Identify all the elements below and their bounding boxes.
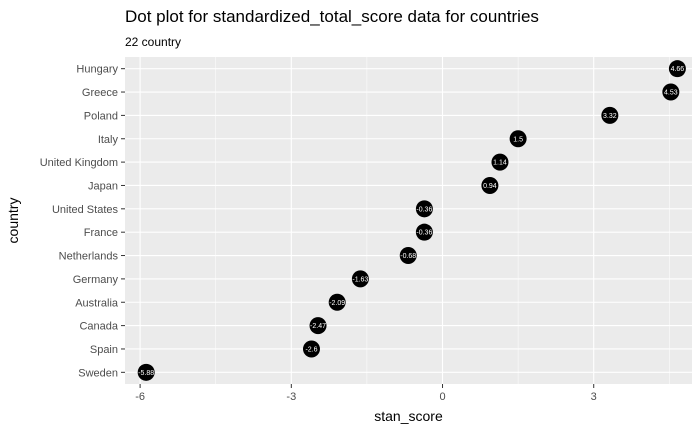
dot-marker: [668, 60, 686, 78]
dot-marker: [137, 363, 155, 381]
data-point: 3.32: [601, 106, 619, 124]
dot-marker: [309, 317, 327, 335]
chart-subtitle: 22 country: [125, 35, 181, 49]
dot-value-label: -0.36: [416, 230, 432, 237]
dot-value-label: -1.63: [352, 276, 368, 283]
dot-marker: [399, 247, 417, 265]
dot-value-label: -0.68: [400, 253, 416, 260]
dot-value-label: -2.47: [310, 323, 326, 330]
data-point: -2.6: [302, 340, 320, 358]
y-tick-label: Canada: [79, 321, 118, 333]
data-point: -0.36: [415, 223, 433, 241]
dot-value-label: -5.88: [138, 370, 154, 377]
dot-marker: [302, 340, 320, 358]
dot-marker: [415, 200, 433, 218]
data-point: -0.36: [415, 200, 433, 218]
dot-marker: [351, 270, 369, 288]
dot-value-label: -2.6: [305, 346, 317, 353]
x-tick-label: 3: [591, 391, 597, 403]
x-tick-label: -3: [286, 391, 296, 403]
plot-panel: [125, 57, 692, 384]
y-tick-label: Hungary: [76, 64, 118, 76]
dot-marker: [662, 83, 680, 101]
dot-marker: [415, 223, 433, 241]
y-tick-label: France: [84, 227, 118, 239]
y-tick-label: Poland: [84, 110, 118, 122]
data-point: 4.53: [662, 83, 680, 101]
y-axis-title: country: [5, 198, 21, 244]
data-point: 1.5: [509, 130, 527, 148]
dot-value-label: -0.36: [416, 206, 432, 213]
data-point: -0.68: [399, 247, 417, 265]
y-tick-label: Sweden: [78, 367, 118, 379]
chart-title: Dot plot for standardized_total_score da…: [125, 7, 539, 26]
dot-value-label: 4.66: [671, 66, 685, 73]
y-tick-label: United Kingdom: [40, 157, 118, 169]
dot-value-label: 1.5: [513, 136, 523, 143]
x-axis-title: stan_score: [374, 408, 443, 424]
y-tick-label: Germany: [73, 274, 119, 286]
data-point: -2.09: [328, 293, 346, 311]
data-point: -5.88: [137, 363, 155, 381]
dot-value-label: 0.94: [483, 183, 497, 190]
grid-lines: [125, 57, 692, 384]
y-tick-label: Greece: [82, 87, 118, 99]
y-axis-tick-labels: Hungary Greece Poland Italy United Kingdom Ja…: [40, 64, 125, 379]
x-tick-label: 0: [439, 391, 445, 403]
dot-marker: [601, 106, 619, 124]
y-tick-label: United States: [52, 204, 119, 216]
x-axis-tick-labels: -6 -3 0 3: [135, 384, 597, 403]
data-points: 4.66 4.53 3.32 1.5 1.14 0.94 -0.36 -0.36 -0.68 -1…: [137, 60, 686, 381]
data-point: -2.47: [309, 317, 327, 335]
dot-marker: [481, 176, 499, 194]
y-tick-label: Spain: [90, 344, 118, 356]
dot-marker: [509, 130, 527, 148]
data-point: 4.66: [668, 60, 686, 78]
dot-value-label: 3.32: [603, 113, 617, 120]
dot-marker: [328, 293, 346, 311]
dot-value-label: 1.14: [493, 160, 507, 167]
y-tick-label: Australia: [75, 297, 119, 309]
data-point: 0.94: [481, 176, 499, 194]
dot-value-label: -2.09: [329, 300, 345, 307]
y-tick-label: Japan: [88, 180, 118, 192]
x-tick-label: -6: [135, 391, 145, 403]
y-tick-label: Italy: [98, 134, 119, 146]
data-point: 1.14: [491, 153, 509, 171]
dot-value-label: 4.53: [664, 90, 678, 97]
y-tick-label: Netherlands: [59, 251, 119, 263]
dot-marker: [491, 153, 509, 171]
data-point: -1.63: [351, 270, 369, 288]
